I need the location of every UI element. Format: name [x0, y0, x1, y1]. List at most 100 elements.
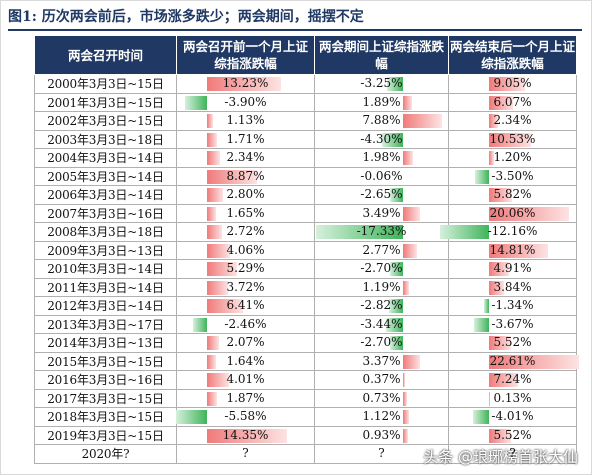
bar-during: [389, 262, 403, 277]
header-row: 两会召开时间 两会召开前一个月上证综指涨跌幅 两会期间上证综指涨跌幅 两会结束后…: [34, 35, 577, 75]
cell-during: 2.77%: [314, 240, 449, 260]
value-before: 2.07%: [226, 335, 265, 350]
value-after: 0.13%: [493, 390, 532, 405]
cell-after: -3.67%: [448, 314, 577, 334]
value-after: 5.52%: [493, 427, 532, 442]
bar-before: [207, 225, 223, 240]
row-date: 2016年3月3日~16日: [34, 370, 177, 390]
value-during: -3.25%: [360, 76, 403, 91]
cell-after: -4.01%: [448, 407, 577, 427]
cell-during: 0.73%: [314, 388, 449, 408]
table-row: 2006年3月3日~14日 2.80% -2.65% 5.82%: [34, 185, 577, 205]
table-row: 2014年3月3日~13日 2.07% -2.70% 5.52%: [34, 333, 577, 353]
cell-after: 20.06%: [448, 203, 577, 223]
bar-before: [207, 188, 223, 203]
table-row: 2007年3月3日~16日 1.65% 3.49% 20.06%: [34, 203, 577, 223]
value-before: 1.64%: [226, 353, 265, 368]
cell-during: -2.70%: [314, 333, 449, 353]
value-after: 22.61%: [489, 353, 536, 368]
bar-after: [483, 299, 489, 314]
value-during: 0.37%: [362, 372, 401, 387]
bar-after: [489, 391, 490, 406]
table-row: 2012年3月3日~14日 6.41% -2.82% -1.34%: [34, 296, 577, 316]
cell-during: 0.93%: [314, 425, 449, 445]
value-during: 3.37%: [362, 353, 401, 368]
value-during: 2.77%: [362, 242, 401, 257]
cell-before: 14.35%: [176, 425, 315, 445]
cell-after: ?: [448, 444, 577, 464]
value-after: -12.16%: [487, 224, 538, 239]
cell-after: 3.84%: [448, 277, 577, 297]
caption-label: 图1:: [8, 9, 37, 25]
value-after: 1.20%: [493, 150, 532, 165]
cell-before: 2.34%: [176, 148, 315, 168]
row-date: 2002年3月3日~15日: [34, 111, 177, 131]
bar-after: [489, 243, 549, 258]
value-before: -3.90%: [224, 94, 267, 109]
value-during: -3.44%: [360, 316, 403, 331]
cell-during: 1.98%: [314, 148, 449, 168]
header-date: 两会召开时间: [34, 35, 177, 75]
cell-during: 7.88%: [314, 111, 449, 131]
bar-after: [489, 373, 518, 388]
watermark: 头条 @琅琊榜首张大仙: [423, 448, 578, 466]
cell-before: 2.80%: [176, 185, 315, 205]
cell-after: -12.16%: [440, 222, 577, 242]
row-date: 2012年3月3日~14日: [34, 296, 177, 316]
value-before: 8.87%: [226, 168, 265, 183]
bar-after: [474, 317, 489, 332]
bar-before: [207, 169, 257, 184]
caption-rule: [8, 29, 582, 31]
cell-during: 3.37%: [314, 351, 449, 371]
cell-during: 1.19%: [314, 277, 449, 297]
cell-before: 4.01%: [176, 370, 315, 390]
cell-during: -2.82%: [314, 296, 449, 316]
bar-before: [207, 132, 217, 147]
value-before: 1.71%: [226, 131, 265, 146]
bar-after: [489, 428, 512, 443]
table-row: 2008年3月3日~18日 2.72% -17.33% -12.16%: [34, 222, 577, 242]
value-before: 1.65%: [226, 205, 265, 220]
row-date: 2006年3月3日~14日: [34, 185, 177, 205]
table-row: 2009年3月3日~13日 4.06% 2.77% 14.81%: [34, 240, 577, 260]
row-date: 2008年3月3日~18日: [34, 222, 177, 242]
value-before: 4.06%: [226, 242, 265, 257]
bar-after: [489, 280, 505, 295]
cell-during: -3.25%: [314, 74, 449, 94]
cell-before: 4.06%: [176, 240, 315, 260]
bar-during: [385, 317, 403, 332]
cell-during: -2.70%: [314, 259, 449, 279]
cell-after: 6.07%: [448, 92, 577, 112]
cell-after: -3.50%: [448, 166, 577, 186]
value-before: 3.72%: [226, 279, 265, 294]
value-after: 9.05%: [493, 76, 532, 91]
table-row: 2002年3月3日~15日 1.13% 7.88% 2.34%: [34, 111, 577, 131]
value-during: 3.49%: [362, 205, 401, 220]
caption-title: 历次两会前后，市场涨多跌少；两会期间，摇摆不定: [41, 9, 364, 25]
table-row: 2001年3月3日~15日 -3.90% 1.89% 6.07%: [34, 92, 577, 112]
table-row: 2019年3月3日~15日 14.35% 0.93% 5.52%: [34, 425, 577, 445]
value-after: -3.50%: [491, 168, 534, 183]
cell-before: 8.87%: [176, 166, 315, 186]
bar-during: [388, 299, 403, 314]
bar-during: [403, 151, 413, 166]
table-body: 2000年3月3日~15日 13.23% -3.25% 9.05% 2001年3月3日~…: [34, 74, 580, 464]
cell-before: 3.72%: [176, 277, 315, 297]
cell-before: 2.72%: [176, 222, 315, 242]
bar-during: [389, 336, 403, 351]
bar-before: [207, 299, 243, 314]
value-during: 0.93%: [362, 427, 401, 442]
cell-before: -5.58%: [175, 407, 315, 427]
value-after: -1.34%: [491, 298, 534, 313]
cell-during: 1.12%: [314, 407, 449, 427]
bar-before: [207, 336, 219, 351]
bar-during: [403, 391, 407, 406]
header-during: 两会期间上证综指涨跌幅: [314, 35, 449, 75]
value-after: 6.07%: [493, 94, 532, 109]
cell-after: 22.61%: [448, 351, 580, 371]
cell-during: ?: [314, 444, 449, 464]
value-during: -17.33%: [356, 224, 407, 239]
row-date: 2017年3月3日~15日: [34, 388, 177, 408]
bar-during: [403, 206, 421, 221]
row-date: 2018年3月3日~15日: [34, 407, 177, 427]
